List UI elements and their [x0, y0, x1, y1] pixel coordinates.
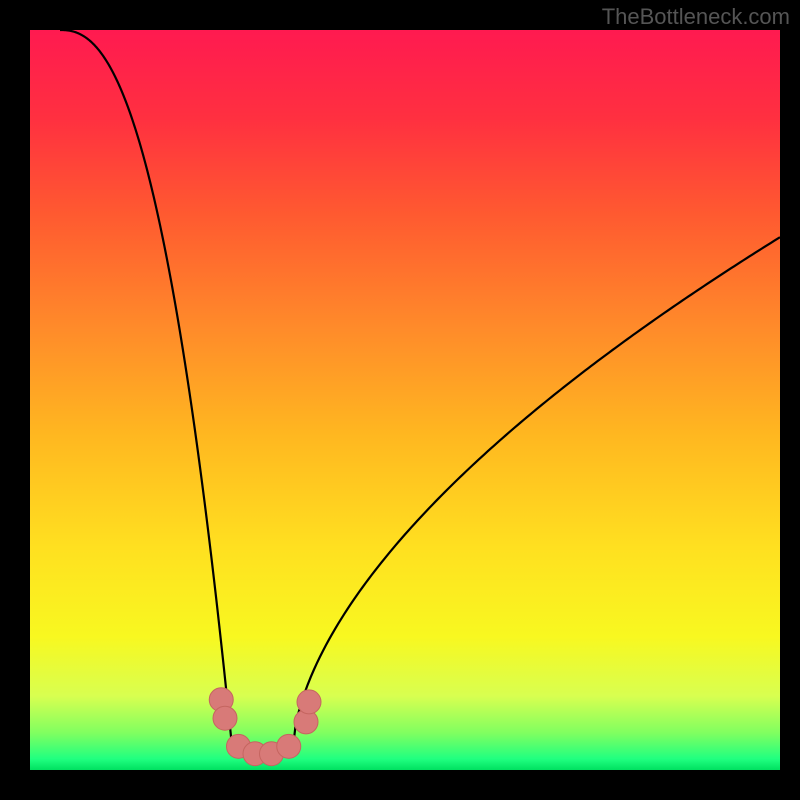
curve-layer — [30, 30, 780, 770]
markers-group — [209, 688, 321, 766]
marker-point — [277, 734, 301, 758]
bottleneck-curve — [60, 30, 780, 752]
marker-point — [213, 706, 237, 730]
plot-area — [30, 30, 780, 770]
watermark-text: TheBottleneck.com — [602, 4, 790, 30]
marker-point — [297, 690, 321, 714]
